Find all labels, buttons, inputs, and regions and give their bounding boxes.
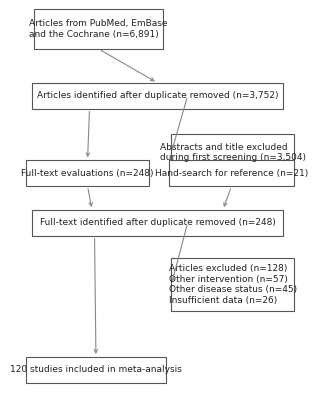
Text: Full-text identified after duplicate removed (n=248): Full-text identified after duplicate rem… [39, 218, 275, 227]
Text: Full-text evaluations (n=248): Full-text evaluations (n=248) [21, 169, 154, 178]
FancyBboxPatch shape [26, 160, 149, 186]
FancyBboxPatch shape [26, 357, 166, 383]
Text: Articles from PubMed, EmBase
and the Cochrane (n=6,891): Articles from PubMed, EmBase and the Coc… [30, 20, 168, 39]
Text: Abstracts and title excluded
during first screening (n=3,504): Abstracts and title excluded during firs… [160, 143, 306, 162]
FancyBboxPatch shape [34, 9, 163, 49]
FancyBboxPatch shape [31, 210, 283, 236]
Text: Hand-search for reference (n=21): Hand-search for reference (n=21) [155, 169, 308, 178]
FancyBboxPatch shape [169, 160, 294, 186]
Text: Articles identified after duplicate removed (n=3,752): Articles identified after duplicate remo… [37, 91, 278, 100]
Text: Articles excluded (n=128)
Other intervention (n=57)
Other disease status (n=45)
: Articles excluded (n=128) Other interven… [169, 264, 297, 304]
FancyBboxPatch shape [171, 258, 294, 311]
Text: 120 studies included in meta-analysis: 120 studies included in meta-analysis [10, 365, 182, 374]
FancyBboxPatch shape [31, 83, 283, 109]
FancyBboxPatch shape [171, 134, 294, 170]
